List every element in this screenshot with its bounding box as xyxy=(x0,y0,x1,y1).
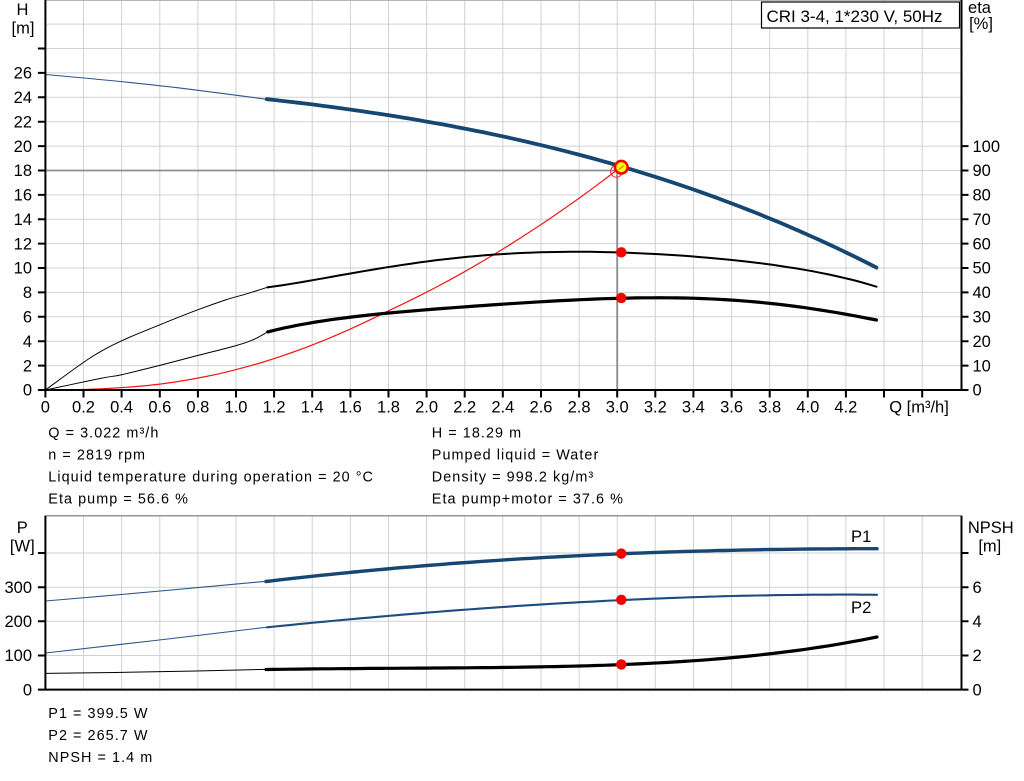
svg-text:70: 70 xyxy=(973,211,991,229)
svg-text:0.2: 0.2 xyxy=(72,399,95,417)
svg-text:P2: P2 xyxy=(851,598,871,617)
svg-text:eta: eta xyxy=(968,0,992,17)
svg-text:[W]: [W] xyxy=(10,538,35,556)
svg-text:Density = 998.2 kg/m³: Density = 998.2 kg/m³ xyxy=(432,470,594,486)
svg-text:200: 200 xyxy=(4,613,32,631)
svg-text:0.4: 0.4 xyxy=(110,399,133,417)
svg-text:3.4: 3.4 xyxy=(682,399,705,417)
svg-text:0: 0 xyxy=(41,399,50,417)
svg-text:CRI 3-4, 1*230 V, 50Hz: CRI 3-4, 1*230 V, 50Hz xyxy=(766,7,942,26)
svg-text:300: 300 xyxy=(4,579,32,597)
svg-text:100: 100 xyxy=(4,647,32,665)
svg-text:1.4: 1.4 xyxy=(301,399,324,417)
svg-text:Q [m³/h]: Q [m³/h] xyxy=(889,399,949,417)
svg-text:4.2: 4.2 xyxy=(834,399,857,417)
svg-text:2: 2 xyxy=(23,357,32,375)
svg-text:18: 18 xyxy=(14,162,32,180)
svg-text:1.8: 1.8 xyxy=(377,399,400,417)
svg-text:10: 10 xyxy=(973,357,991,375)
svg-text:12: 12 xyxy=(14,235,32,253)
svg-text:2.0: 2.0 xyxy=(415,399,438,417)
svg-text:0: 0 xyxy=(973,382,982,400)
svg-text:90: 90 xyxy=(973,162,991,180)
svg-text:1.2: 1.2 xyxy=(263,399,286,417)
svg-text:4: 4 xyxy=(973,613,982,631)
svg-text:Pumped liquid = Water: Pumped liquid = Water xyxy=(432,448,600,464)
svg-text:P1: P1 xyxy=(851,527,871,546)
svg-text:3.8: 3.8 xyxy=(758,399,781,417)
svg-text:6: 6 xyxy=(23,309,32,327)
svg-text:2.6: 2.6 xyxy=(530,399,553,417)
svg-text:26: 26 xyxy=(14,65,32,83)
svg-text:8: 8 xyxy=(23,284,32,302)
svg-text:20: 20 xyxy=(14,138,32,156)
svg-text:0.6: 0.6 xyxy=(148,399,171,417)
svg-text:1.0: 1.0 xyxy=(225,399,248,417)
svg-text:H = 18.29 m: H = 18.29 m xyxy=(432,426,522,442)
svg-text:40: 40 xyxy=(973,284,991,302)
svg-text:2: 2 xyxy=(973,647,982,665)
svg-text:P2 = 265.7 W: P2 = 265.7 W xyxy=(48,728,148,744)
svg-text:20: 20 xyxy=(973,333,991,351)
svg-text:P1 = 399.5 W: P1 = 399.5 W xyxy=(48,706,148,722)
svg-text:Eta pump = 56.6 %: Eta pump = 56.6 % xyxy=(48,492,189,508)
svg-text:Q = 3.022 m³/h: Q = 3.022 m³/h xyxy=(48,426,159,442)
svg-text:0: 0 xyxy=(23,681,32,699)
svg-text:100: 100 xyxy=(973,138,1001,156)
svg-text:3.6: 3.6 xyxy=(720,399,743,417)
svg-text:3.0: 3.0 xyxy=(606,399,629,417)
svg-text:H: H xyxy=(17,1,29,19)
svg-text:3.2: 3.2 xyxy=(644,399,667,417)
svg-text:2.2: 2.2 xyxy=(453,399,476,417)
svg-text:22: 22 xyxy=(14,113,32,131)
svg-text:0: 0 xyxy=(23,382,32,400)
svg-text:60: 60 xyxy=(973,235,991,253)
svg-text:14: 14 xyxy=(14,211,32,229)
svg-text:NPSH = 1.4 m: NPSH = 1.4 m xyxy=(48,750,153,766)
svg-text:80: 80 xyxy=(973,187,991,205)
svg-text:0: 0 xyxy=(973,681,982,699)
svg-text:30: 30 xyxy=(973,309,991,327)
svg-text:2.4: 2.4 xyxy=(491,399,514,417)
svg-text:16: 16 xyxy=(14,187,32,205)
svg-text:Eta pump+motor = 37.6 %: Eta pump+motor = 37.6 % xyxy=(432,492,624,508)
svg-text:10: 10 xyxy=(14,260,32,278)
svg-text:[%]: [%] xyxy=(969,15,993,33)
svg-text:P: P xyxy=(17,519,28,537)
svg-text:2.8: 2.8 xyxy=(568,399,591,417)
svg-text:n = 2819 rpm: n = 2819 rpm xyxy=(48,448,146,464)
svg-text:24: 24 xyxy=(14,89,32,107)
svg-text:4.0: 4.0 xyxy=(796,399,819,417)
svg-text:6: 6 xyxy=(973,579,982,597)
svg-text:[m]: [m] xyxy=(12,20,35,38)
svg-text:1.6: 1.6 xyxy=(339,399,362,417)
svg-text:Liquid temperature during oper: Liquid temperature during operation = 20… xyxy=(48,470,374,486)
svg-text:NPSH: NPSH xyxy=(968,519,1014,537)
svg-text:[m]: [m] xyxy=(978,538,1001,556)
svg-text:50: 50 xyxy=(973,260,991,278)
svg-text:0.8: 0.8 xyxy=(186,399,209,417)
svg-text:4: 4 xyxy=(23,333,32,351)
